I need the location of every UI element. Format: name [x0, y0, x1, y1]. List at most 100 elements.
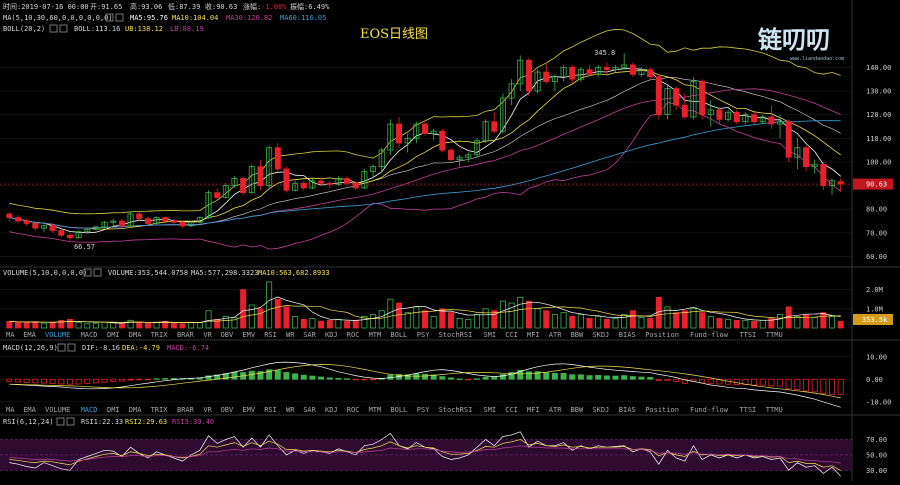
indicator-tab[interactable]: KDJ — [325, 331, 338, 339]
volume-bar — [49, 321, 56, 329]
indicator-tab[interactable]: BOLL — [390, 331, 407, 339]
indicator-tab[interactable]: BRAR — [177, 331, 195, 339]
indicator-tab[interactable]: DMI — [107, 406, 120, 414]
indicator-tab[interactable]: SMI — [483, 331, 496, 339]
macd-bar — [404, 374, 411, 380]
boll-settings-icon[interactable] — [49, 24, 58, 33]
indicator-tab[interactable]: KDJ — [325, 406, 338, 414]
volume-bar — [577, 314, 584, 329]
indicator-tab[interactable]: DMI — [107, 331, 120, 339]
macd-bar — [283, 372, 290, 380]
indicator-tab[interactable]: OBV — [221, 331, 234, 339]
candle-body — [413, 123, 420, 139]
indicator-tab[interactable]: DMA — [129, 406, 142, 414]
high-annotation: 345.8 — [594, 49, 615, 57]
indicator-tab[interactable]: MA — [6, 406, 15, 414]
macd-bar — [759, 378, 766, 386]
time-value: 2019-07-16 00:00 — [21, 3, 88, 11]
candle-body — [534, 71, 541, 92]
watermark-brand: 链叨叨 — [758, 26, 830, 54]
indicator-tab[interactable]: BBW — [571, 331, 584, 339]
candle-body — [681, 104, 688, 118]
ma-settings-icon[interactable] — [105, 13, 114, 22]
indicator-tab[interactable]: TTMU — [766, 331, 783, 339]
indicator-tab[interactable]: MTM — [369, 406, 382, 414]
indicator-tab[interactable]: StochRSI — [439, 406, 473, 414]
indicator-tab[interactable]: SMI — [483, 406, 496, 414]
candle-body — [266, 147, 273, 186]
indicator-tab[interactable]: Fund-flow — [690, 406, 729, 414]
indicator-tab[interactable]: Position — [645, 406, 679, 414]
macd-histogram — [6, 369, 844, 395]
candle-body — [439, 130, 446, 151]
indicator-tab[interactable]: WR — [286, 331, 295, 339]
indicator-tab[interactable]: BRAR — [177, 406, 195, 414]
rsi-legend: RSI(6,12,24) RSI1:22.33 RSI2:29.63 RSI3:… — [3, 417, 214, 426]
indicator-tab[interactable]: MACD — [81, 406, 98, 414]
indicator-tab[interactable]: TRIX — [151, 331, 169, 339]
volume-bar — [110, 322, 117, 329]
rsi-close-icon[interactable] — [66, 417, 75, 426]
last-price-text: 90.63 — [866, 181, 887, 189]
indicator-tab[interactable]: Fund-flow — [690, 331, 729, 339]
rsi-tick-label: 70.00 — [866, 436, 887, 444]
indicator-tab[interactable]: BBW — [571, 406, 584, 414]
indicator-tab[interactable]: EMA — [23, 331, 36, 339]
indicator-tab[interactable]: Position — [645, 331, 679, 339]
volume-close-icon[interactable] — [93, 268, 102, 277]
indicator-tab[interactable]: VR — [203, 331, 212, 339]
high-label: 高: — [130, 2, 141, 11]
indicator-tab[interactable]: BIAS — [619, 406, 636, 414]
candle-body — [196, 217, 203, 223]
indicator-tab[interactable]: TRIX — [151, 406, 169, 414]
macd-close-icon[interactable] — [67, 343, 76, 352]
indicator-tab[interactable]: TTSI — [739, 406, 756, 414]
indicator-tab[interactable]: VR — [203, 406, 212, 414]
indicator-tab[interactable]: PSY — [417, 331, 430, 339]
indicator-tab[interactable]: ROC — [347, 406, 360, 414]
indicator-tab[interactable]: StochRSI — [439, 331, 473, 339]
volume-bars — [6, 281, 844, 329]
volume-bar — [318, 320, 325, 329]
indicator-tab[interactable]: TTMU — [766, 406, 783, 414]
macd-settings-icon[interactable] — [57, 343, 66, 352]
macd-bar — [370, 378, 377, 381]
indicator-tab[interactable]: ATR — [549, 331, 562, 339]
indicator-tab[interactable]: EMV — [242, 331, 255, 339]
indicator-tab[interactable]: BIAS — [619, 331, 636, 339]
indicator-tab[interactable]: WR — [286, 406, 295, 414]
rsi-settings-icon[interactable] — [56, 417, 65, 426]
indicator-tab[interactable]: CCI — [505, 331, 518, 339]
indicator-tab[interactable]: ROC — [347, 331, 360, 339]
indicator-tab[interactable]: SKDJ — [592, 406, 609, 414]
indicator-tab[interactable]: MFI — [527, 331, 540, 339]
boll-close-icon[interactable] — [59, 24, 68, 33]
indicator-tab[interactable]: BOLL — [390, 406, 407, 414]
candle-body — [491, 121, 498, 132]
indicator-tab[interactable]: EMA — [23, 406, 36, 414]
volume-settings-icon[interactable] — [83, 268, 92, 277]
indicator-tab[interactable]: TTSI — [739, 331, 756, 339]
volume-bar — [699, 312, 706, 329]
indicator-tab[interactable]: VOLUME — [45, 406, 70, 414]
indicator-tab[interactable]: EMV — [242, 406, 255, 414]
indicator-tab[interactable]: DMA — [129, 331, 142, 339]
indicator-tab[interactable]: MA — [6, 331, 15, 339]
indicator-tab[interactable]: CCI — [505, 406, 518, 414]
ma-close-icon[interactable] — [115, 13, 124, 22]
candle-body — [396, 123, 403, 144]
indicator-tab[interactable]: ATR — [549, 406, 562, 414]
indicator-tab[interactable]: RSI — [264, 406, 277, 414]
volume-bar — [681, 310, 688, 329]
indicator-tab[interactable]: SAR — [303, 331, 316, 339]
indicator-tab[interactable]: MACD — [81, 331, 98, 339]
indicator-tab[interactable]: OBV — [221, 406, 234, 414]
indicator-tab[interactable]: MFI — [527, 406, 540, 414]
indicator-tab[interactable]: PSY — [417, 406, 430, 414]
indicator-tab[interactable]: VOLUME — [45, 331, 70, 339]
indicator-tab[interactable]: SAR — [303, 406, 316, 414]
indicator-tab[interactable]: RSI — [264, 331, 277, 339]
indicator-tab[interactable]: SKDJ — [592, 331, 609, 339]
indicator-tab[interactable]: MTM — [369, 331, 382, 339]
volume-bar — [759, 319, 766, 329]
